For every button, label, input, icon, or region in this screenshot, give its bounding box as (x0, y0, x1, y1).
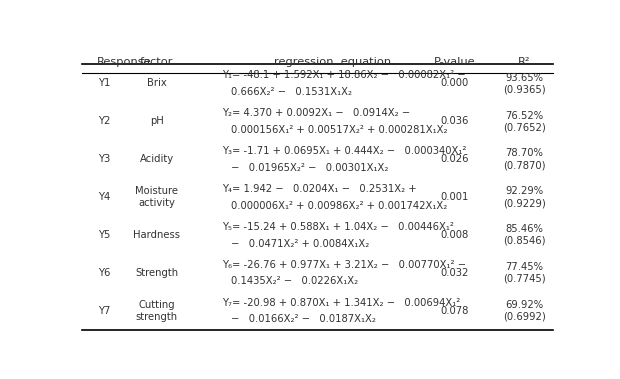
Text: 0.1435X₂² −   0.0226X₁X₂: 0.1435X₂² − 0.0226X₁X₂ (231, 276, 358, 287)
Text: Y₇= -20.98 + 0.870X₁ + 1.341X₂ −   0.00694X₁²: Y₇= -20.98 + 0.870X₁ + 1.341X₂ − 0.00694… (222, 298, 460, 308)
Text: Y5: Y5 (98, 230, 110, 240)
Text: 0.008: 0.008 (441, 230, 469, 240)
Text: Y1: Y1 (98, 78, 110, 88)
Text: 0.026: 0.026 (440, 154, 469, 164)
Text: 0.036: 0.036 (440, 116, 469, 126)
Text: Brix: Brix (147, 78, 167, 88)
Text: Y₄= 1.942 −   0.0204X₁ −   0.2531X₂ +: Y₄= 1.942 − 0.0204X₁ − 0.2531X₂ + (222, 184, 416, 194)
Text: 0.000006X₁² + 0.00986X₂² + 0.001742X₁X₂: 0.000006X₁² + 0.00986X₂² + 0.001742X₁X₂ (231, 200, 448, 211)
Text: 85.46%
(0.8546): 85.46% (0.8546) (503, 224, 546, 246)
Text: Y4: Y4 (98, 192, 110, 202)
Text: 0.666X₂² −   0.1531X₁X₂: 0.666X₂² − 0.1531X₁X₂ (231, 87, 352, 97)
Text: Cutting
strength: Cutting strength (136, 300, 178, 322)
Text: Response: Response (97, 57, 151, 67)
Text: Y2: Y2 (98, 116, 110, 126)
Text: R²: R² (518, 57, 531, 67)
Text: 69.92%
(0.6992): 69.92% (0.6992) (503, 300, 546, 322)
Text: 0.078: 0.078 (440, 306, 469, 316)
Text: Strength: Strength (135, 268, 179, 278)
Text: 92.29%
(0.9229): 92.29% (0.9229) (503, 186, 546, 208)
Text: Moisture
activity: Moisture activity (135, 186, 179, 208)
Text: Y₂= 4.370 + 0.0092X₁ −   0.0914X₂ −: Y₂= 4.370 + 0.0092X₁ − 0.0914X₂ − (222, 108, 410, 118)
Text: P-value: P-value (434, 57, 476, 67)
Text: 76.52%
(0.7652): 76.52% (0.7652) (503, 111, 546, 132)
Text: 77.45%
(0.7745): 77.45% (0.7745) (503, 262, 546, 284)
Text: Y₁= -48.1 + 1.592X₁ + 18.86X₂ −   0.00082X₁² −: Y₁= -48.1 + 1.592X₁ + 18.86X₂ − 0.00082X… (222, 70, 465, 80)
Text: 78.70%
(0.7870): 78.70% (0.7870) (503, 149, 546, 170)
Text: Y7: Y7 (98, 306, 110, 316)
Text: factor: factor (140, 57, 174, 67)
Text: Acidity: Acidity (140, 154, 174, 164)
Text: Y₃= -1.71 + 0.0695X₁ + 0.444X₂ −   0.000340X₁²: Y₃= -1.71 + 0.0695X₁ + 0.444X₂ − 0.00034… (222, 146, 466, 156)
Text: regression  equation: regression equation (273, 57, 391, 67)
Text: −   0.0471X₂² + 0.0084X₁X₂: − 0.0471X₂² + 0.0084X₁X₂ (231, 238, 370, 249)
Text: 0.000: 0.000 (441, 78, 469, 88)
Text: Hardness: Hardness (133, 230, 180, 240)
Text: Y₆= -26.76 + 0.977X₁ + 3.21X₂ −   0.00770X₁² −: Y₆= -26.76 + 0.977X₁ + 3.21X₂ − 0.00770X… (222, 260, 466, 270)
Text: Y3: Y3 (98, 154, 110, 164)
Text: −   0.0166X₂² −   0.0187X₁X₂: − 0.0166X₂² − 0.0187X₁X₂ (231, 315, 376, 324)
Text: Y₅= -15.24 + 0.588X₁ + 1.04X₂ −   0.00446X₁²: Y₅= -15.24 + 0.588X₁ + 1.04X₂ − 0.00446X… (222, 222, 453, 232)
Text: 0.000156X₁² + 0.00517X₂² + 0.000281X₁X₂: 0.000156X₁² + 0.00517X₂² + 0.000281X₁X₂ (231, 125, 448, 135)
Text: 0.032: 0.032 (440, 268, 469, 278)
Text: −   0.01965X₂² −   0.00301X₁X₂: − 0.01965X₂² − 0.00301X₁X₂ (231, 163, 389, 173)
Text: 0.001: 0.001 (440, 192, 469, 202)
Text: Y6: Y6 (98, 268, 110, 278)
Text: 93.65%
(0.9365): 93.65% (0.9365) (503, 73, 546, 94)
Text: pH: pH (150, 116, 164, 126)
